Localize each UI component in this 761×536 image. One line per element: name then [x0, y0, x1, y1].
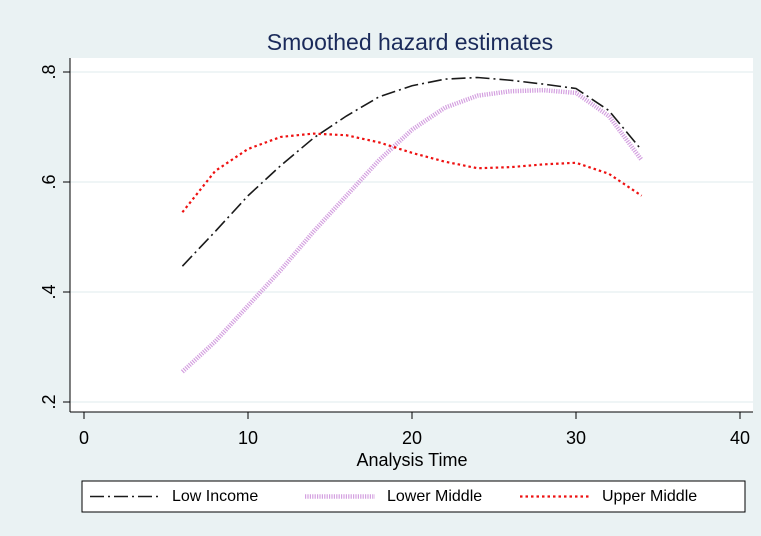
- legend-label: Low Income: [172, 488, 258, 505]
- plot-area: [70, 58, 753, 412]
- series-line: [180, 87, 644, 374]
- x-tick-label: 0: [79, 428, 89, 448]
- series-line: [181, 132, 643, 213]
- legend-label: Upper Middle: [602, 488, 697, 505]
- x-tick-label: 10: [238, 428, 258, 448]
- x-tick-label: 40: [730, 428, 750, 448]
- x-axis-label: Analysis Time: [356, 450, 467, 470]
- y-tick-label: .8: [39, 64, 59, 79]
- chart-title: Smoothed hazard estimates: [267, 29, 553, 55]
- x-tick-label: 30: [566, 428, 586, 448]
- y-tick-label: .6: [39, 174, 59, 189]
- legend-label: Lower Middle: [387, 488, 482, 505]
- y-tick-label: .4: [39, 284, 59, 299]
- series-line: [181, 76, 643, 267]
- y-tick-label: .2: [39, 394, 59, 409]
- x-tick-label: 20: [402, 428, 422, 448]
- legend-box: [81, 480, 746, 513]
